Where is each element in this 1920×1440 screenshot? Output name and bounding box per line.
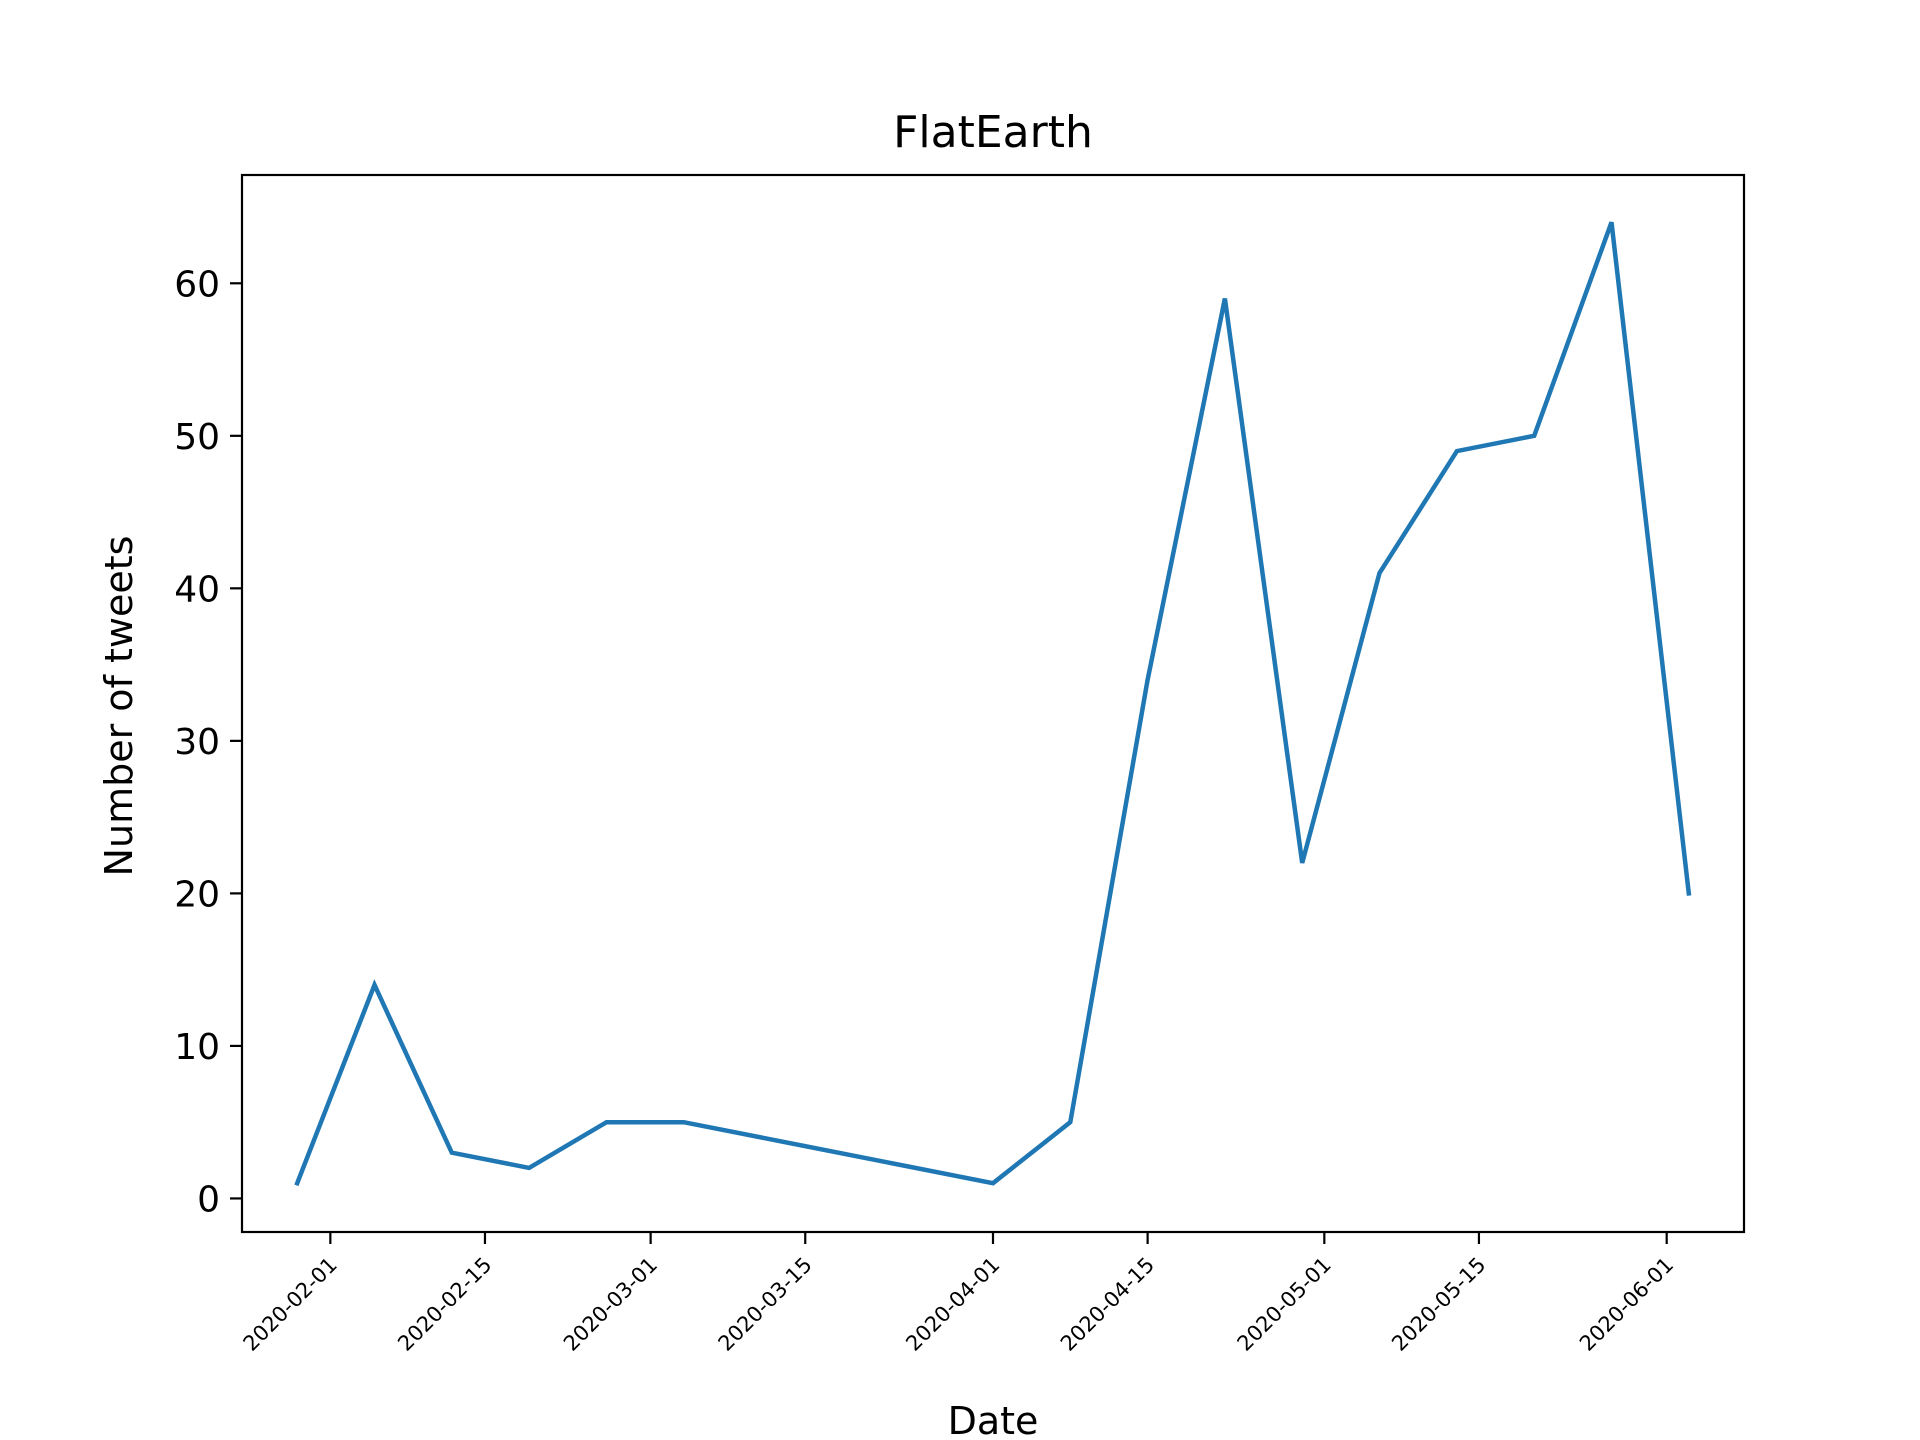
x-axis-label: Date	[948, 1399, 1039, 1440]
data-point-2020-06-03	[1687, 891, 1691, 895]
data-point-2020-02-19	[527, 1166, 531, 1170]
data-point-2020-05-27	[1609, 220, 1613, 224]
y-tick-label: 20	[174, 874, 220, 915]
data-point-2020-05-06	[1378, 571, 1382, 575]
data-point-2020-02-05	[373, 983, 377, 987]
y-tick-label: 30	[174, 722, 220, 763]
y-tick-label: 60	[174, 264, 220, 305]
data-point-2020-04-01	[991, 1181, 995, 1185]
data-point-2020-02-26	[604, 1120, 608, 1124]
data-point-2020-05-20	[1532, 434, 1536, 438]
data-point-2020-04-29	[1300, 861, 1304, 865]
y-axis-label: Number of tweets	[97, 536, 141, 877]
data-point-2020-04-08	[1068, 1120, 1072, 1124]
series-line	[294, 221, 1692, 1187]
y-tick-label: 50	[174, 417, 220, 458]
data-point-2020-05-13	[1455, 449, 1459, 453]
data-point-2020-04-22	[1223, 297, 1227, 301]
data-point-2020-04-15	[1146, 678, 1150, 682]
y-axis-ticks: 0 10 20 30 40 50 60	[174, 264, 242, 1220]
y-tick-label: 0	[197, 1179, 220, 1220]
y-tick-label: 40	[174, 569, 220, 610]
data-point-2020-01-29	[295, 1181, 299, 1185]
plot-frame	[240, 173, 1746, 1234]
y-tick-label: 10	[174, 1027, 220, 1068]
data-point-2020-03-04	[682, 1120, 686, 1124]
chart-title: FlatEarth	[893, 107, 1093, 158]
data-point-2020-02-12	[450, 1151, 454, 1155]
